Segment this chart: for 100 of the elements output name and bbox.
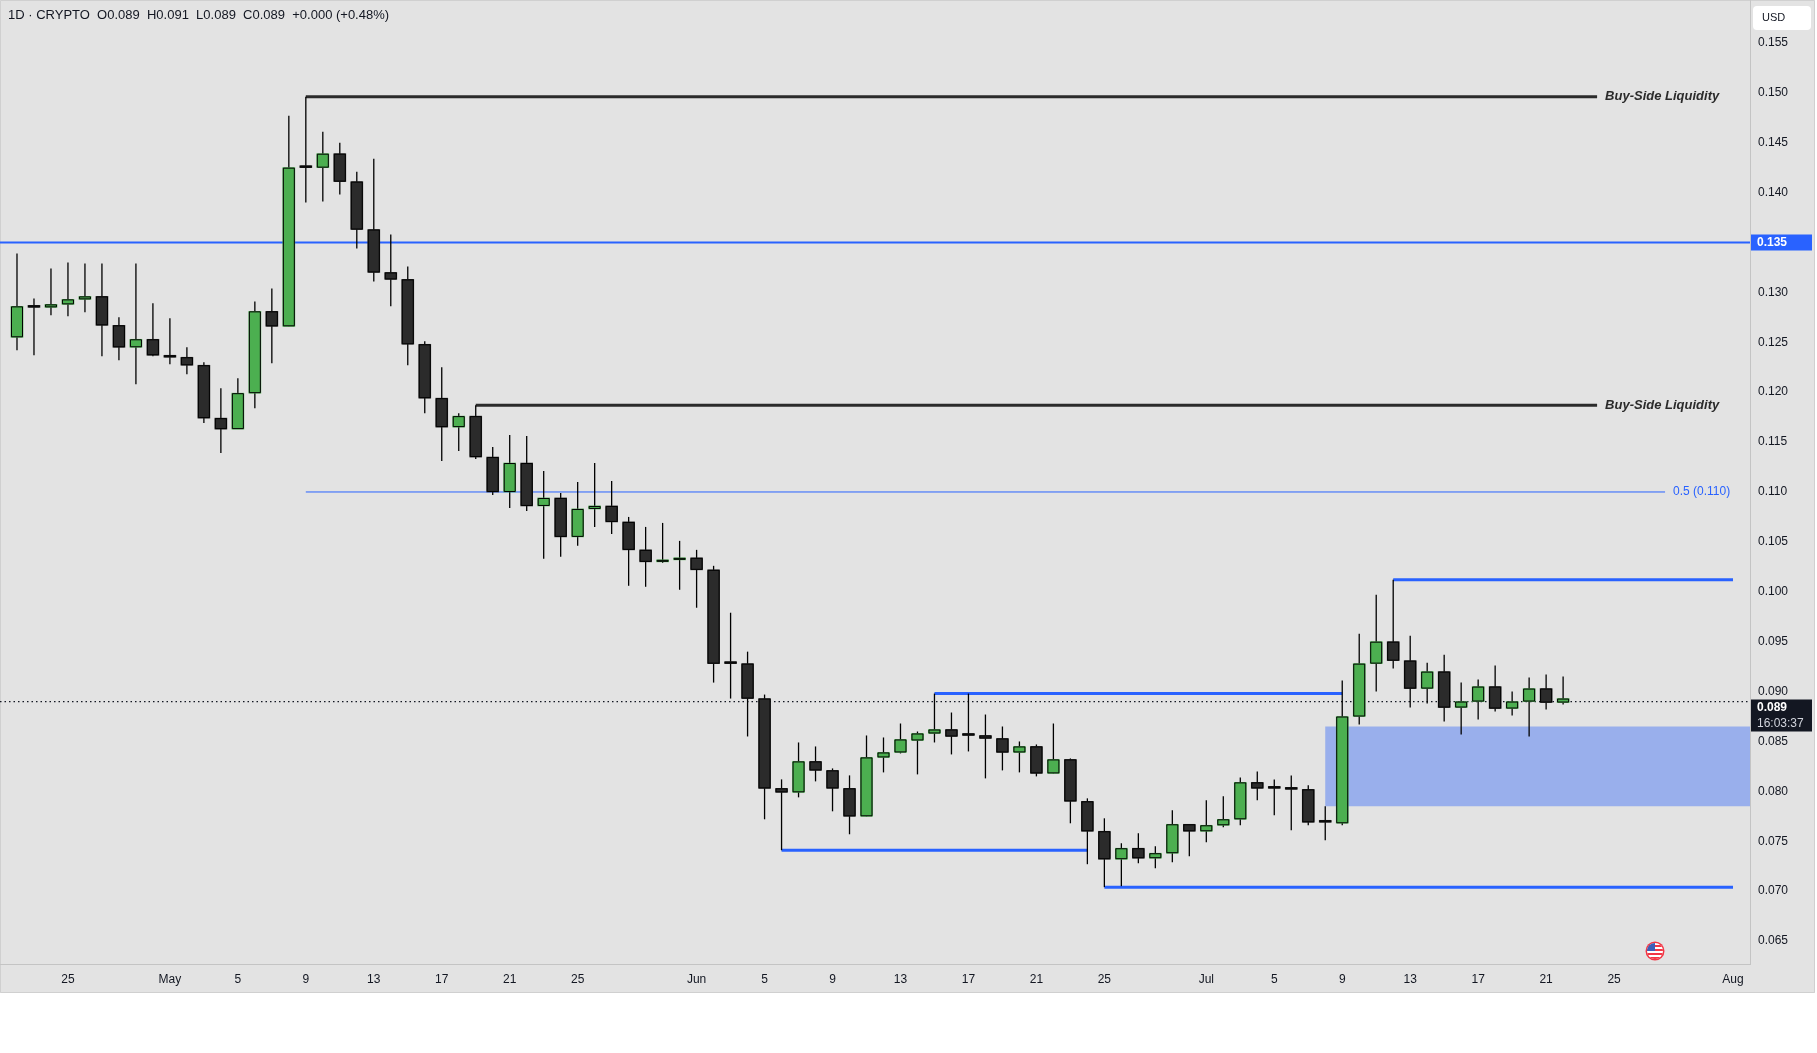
candlestick [979,713,992,780]
candlestick [1199,799,1213,843]
candlestick [1013,740,1026,774]
candlestick [1556,675,1570,706]
y-tick-label: 0.140 [1758,184,1789,199]
y-tick-label: 0.070 [1758,883,1789,898]
candlestick [1267,778,1281,816]
candlestick [214,387,228,454]
candlestick [265,287,279,364]
x-tick-label: 5 [234,971,242,986]
candlestick [163,317,177,365]
candlestick [605,480,618,535]
candlestick [928,692,941,744]
candlestick [588,462,601,528]
annotation: 0.5 (0.110) [1673,484,1731,499]
y-tick-label: 0.075 [1758,833,1789,848]
x-tick-label: 17 [435,971,449,986]
candlestick [724,612,737,700]
candlestick [945,711,958,756]
y-tick-label: 0.110 [1758,484,1788,499]
y-tick-label: 0.115 [1758,434,1788,449]
y-axis-title: USD [1762,11,1786,24]
annotation: Buy-Side Liquidity [1605,88,1720,104]
ref-line-label: 0.135 [1757,235,1788,250]
candlestick [775,778,788,851]
candlestick [1284,774,1298,831]
candlestick [112,316,126,361]
x-tick-label: 21 [1029,971,1044,986]
candlestick [1216,795,1230,828]
ref-line-label: 0.089 [1757,700,1788,715]
x-tick-label: 25 [1607,971,1622,986]
candlestick [1420,661,1434,705]
candlestick [639,526,652,588]
candlestick [1505,690,1519,717]
x-tick-label: 13 [367,971,381,986]
candlestick [911,730,924,776]
candlestick [27,297,41,356]
y-tick-label: 0.145 [1758,135,1789,150]
y-tick-label: 0.125 [1758,334,1789,349]
candlestick [384,233,398,308]
candlestick [877,736,890,774]
x-tick-label: 5 [761,971,769,986]
x-tick-label: 5 [1270,971,1278,986]
candlestick [146,302,160,357]
candlestick [962,692,975,753]
candlestick [1386,579,1400,670]
candlestick [826,767,839,812]
x-tick-label: Aug [1722,971,1744,986]
candlestick [1488,664,1502,713]
annotation: Buy-Side Liquidity [1605,396,1720,412]
y-tick-label: 0.085 [1758,733,1789,748]
candlestick [1132,832,1145,864]
candlestick [1539,673,1553,711]
x-tick-label: 13 [1403,971,1418,986]
candlestick [1182,823,1196,857]
x-tick-label: 13 [893,971,908,986]
candlestick [1250,770,1264,801]
x-tick-label: 9 [1338,971,1346,986]
x-tick-label: 21 [503,971,517,986]
x-tick-label: 9 [829,971,837,986]
x-tick-label: 25 [570,971,585,986]
candlestick [1454,681,1468,736]
y-tick-label: 0.065 [1758,933,1789,948]
x-tick-label: 17 [1471,971,1486,986]
candlestick [78,262,92,313]
x-tick-label: 9 [302,971,310,986]
x-tick-label: 25 [61,971,75,986]
x-tick-label: 17 [961,971,976,986]
y-tick-label: 0.095 [1758,633,1789,648]
candlestick [996,725,1009,772]
candlestick [673,540,686,591]
candlestick [656,522,669,564]
y-tick-label: 0.100 [1758,584,1789,599]
y-tick-label: 0.105 [1758,534,1789,549]
candlestick [1047,722,1060,775]
candlestick [1149,845,1162,869]
x-tick-label: 21 [1539,971,1554,986]
y-tick-label: 0.080 [1758,783,1789,798]
candlestick [894,722,907,755]
x-tick-label: May [158,971,182,986]
y-tick-label: 0.090 [1758,683,1789,698]
text: 16:03:37 [1757,716,1805,731]
y-tick-label: 0.150 [1758,85,1789,100]
candlestick [809,745,822,783]
y-tick-label: 0.130 [1758,284,1789,299]
candlestick [452,412,466,452]
candlestick [537,470,551,560]
candlestick [1522,676,1536,738]
candlestick [180,346,194,375]
candlestick [1471,678,1485,721]
candlestick [1369,594,1383,693]
x-tick-label: 25 [1097,971,1112,986]
x-tick-label: Jul [1198,971,1214,986]
candlestick [61,261,75,317]
x-tick-label: Jun [686,971,707,986]
candlestick [44,267,58,316]
candlestick [1318,805,1332,841]
y-tick-label: 0.155 [1758,35,1789,50]
candlestick [129,262,143,385]
candlestick [1115,842,1128,887]
